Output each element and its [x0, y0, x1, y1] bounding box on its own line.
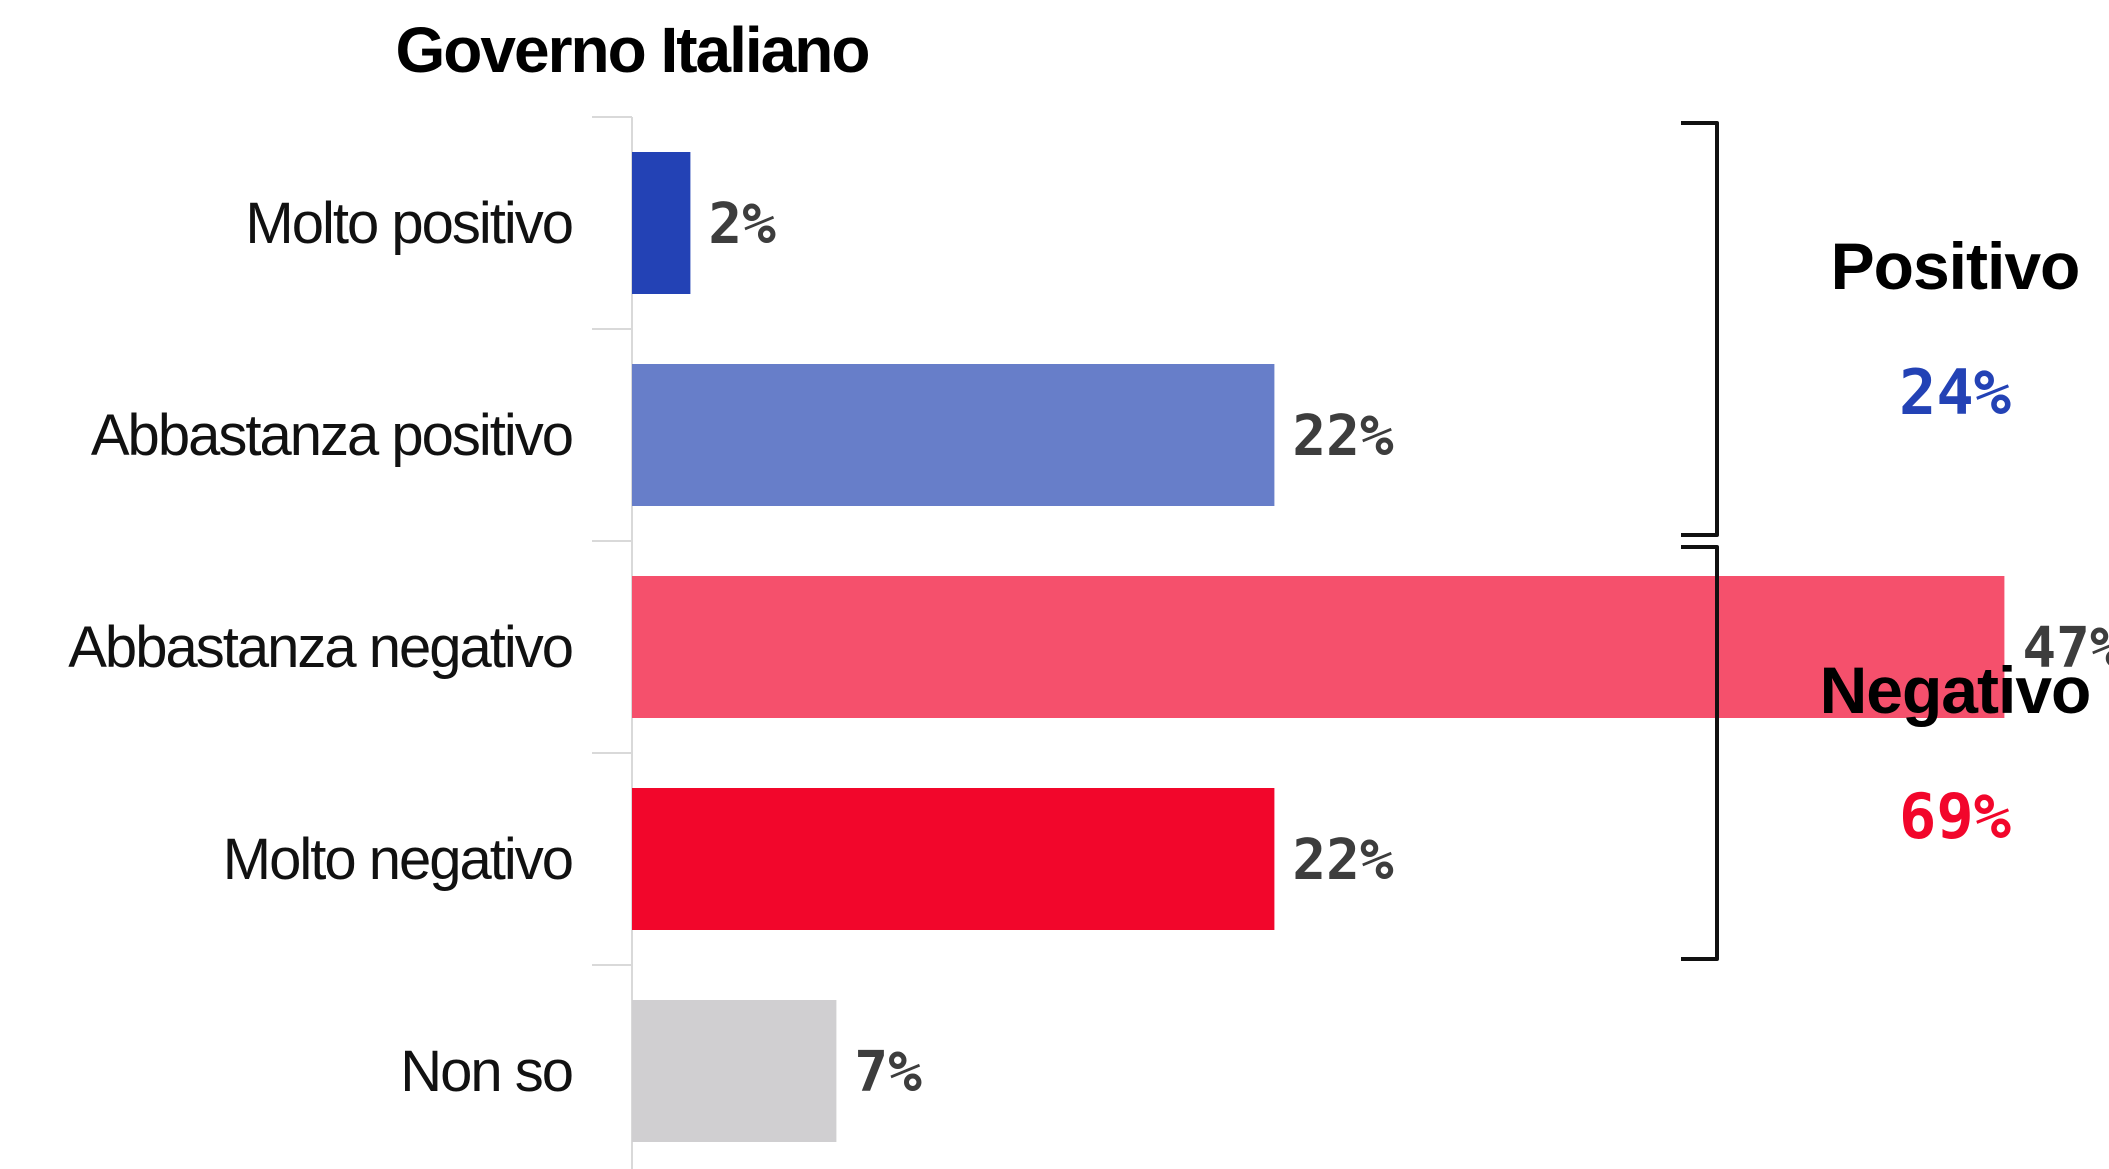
group-name: Negativo	[1820, 653, 2091, 727]
data-label: 22%	[1292, 404, 1393, 469]
group-summaries: Positivo 24% Negativo 69%	[1681, 121, 2091, 961]
category-label: Abbastanza negativo	[68, 615, 572, 680]
bar	[632, 364, 1275, 506]
category-label: Molto negativo	[223, 827, 572, 892]
group-value: 24%	[1899, 356, 2011, 429]
group-bracket	[1681, 545, 1719, 961]
bar	[632, 788, 1275, 930]
data-label: 2%	[708, 192, 776, 257]
bar	[632, 1000, 837, 1142]
group-value: 69%	[1899, 780, 2011, 853]
bar	[632, 152, 691, 294]
group-name: Positivo	[1831, 229, 2080, 303]
category-label: Abbastanza positivo	[91, 403, 572, 468]
bar	[632, 576, 2005, 718]
data-label: 22%	[1292, 828, 1393, 893]
group-bracket	[1681, 121, 1719, 537]
category-label: Non so	[400, 1039, 572, 1104]
bars: Molto positivo 2% Abbastanza positivo 22% Ab…	[68, 152, 2109, 1142]
data-label: 7%	[854, 1040, 922, 1105]
category-label: Molto positivo	[245, 191, 572, 256]
chart-axis	[592, 116, 633, 1169]
data-label: 47%	[2022, 616, 2109, 681]
chart-title: Governo Italiano	[396, 14, 869, 86]
